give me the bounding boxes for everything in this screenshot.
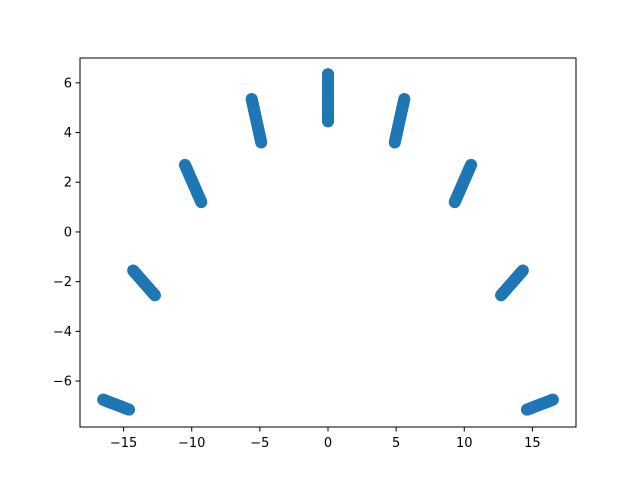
x-tick-label: −10 (178, 436, 205, 451)
x-tick-label: 5 (392, 436, 400, 451)
scatter-point (448, 196, 461, 209)
scatter-point (495, 289, 508, 302)
y-tick-label: 6 (64, 76, 72, 91)
data-points (97, 68, 559, 416)
y-tick-label: −4 (53, 325, 72, 340)
scatter-point (322, 115, 334, 128)
y-tick-label: 2 (64, 176, 72, 191)
scatter-point (520, 403, 533, 416)
x-tick-label: −5 (250, 436, 269, 451)
x-axis: −15 −10 −5 0 5 10 15 (110, 427, 541, 451)
scatter-point (388, 136, 401, 149)
y-axis: −6 −4 −2 0 2 4 6 (53, 76, 80, 390)
x-tick-label: 10 (456, 436, 473, 451)
x-tick-label: −15 (110, 436, 137, 451)
y-tick-label: 4 (64, 126, 72, 141)
scatter-point (123, 403, 136, 416)
y-tick-label: −6 (53, 375, 72, 390)
scatter-point (195, 196, 208, 209)
y-tick-label: 0 (64, 225, 72, 240)
scatter-point (148, 289, 161, 302)
y-tick-label: −2 (53, 275, 72, 290)
x-tick-label: 0 (324, 436, 332, 451)
x-tick-label: 15 (524, 436, 541, 451)
scatter-point (255, 136, 268, 149)
